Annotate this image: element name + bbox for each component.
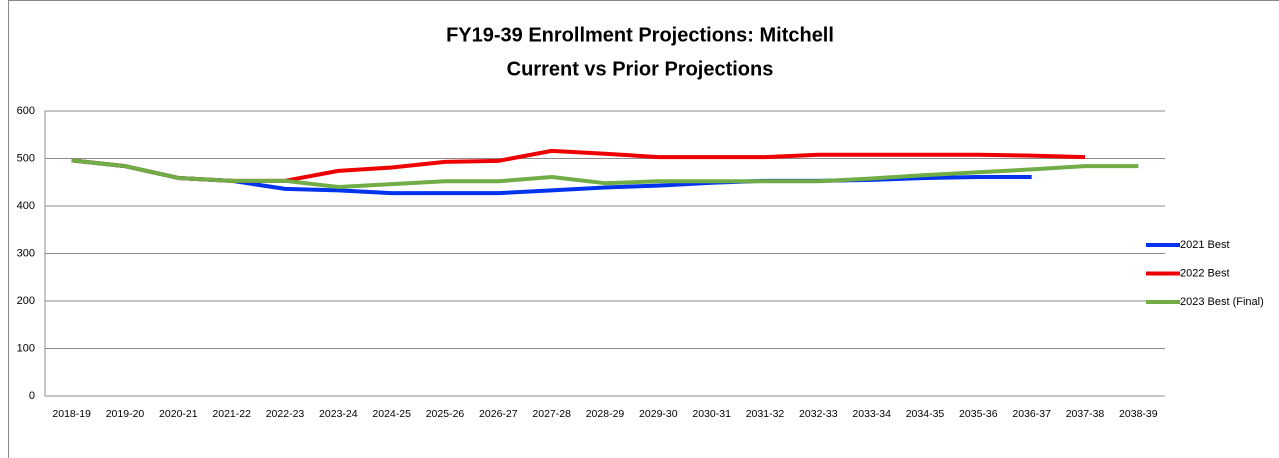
x-tick-label: 2038-39 — [1119, 408, 1158, 420]
legend-label: 2021 Best — [1180, 239, 1230, 251]
x-tick-label: 2037-38 — [1066, 408, 1105, 420]
y-tick-label: 0 — [29, 390, 35, 402]
x-tick-label: 2032-33 — [799, 408, 838, 420]
legend-label: 2022 Best — [1180, 267, 1230, 279]
y-tick-label: 100 — [17, 342, 35, 354]
y-tick-label: 500 — [17, 152, 35, 164]
y-tick-label: 300 — [17, 247, 35, 259]
x-tick-label: 2024-25 — [372, 408, 411, 420]
x-tick-label: 2031-32 — [746, 408, 785, 420]
x-tick-label: 2025-26 — [426, 408, 465, 420]
y-tick-label: 600 — [17, 105, 35, 117]
chart-title: FY19-39 Enrollment Projections: Mitchell — [446, 24, 834, 46]
x-tick-label: 2018-19 — [52, 408, 91, 420]
x-tick-label: 2019-20 — [106, 408, 145, 420]
y-tick-label: 200 — [17, 295, 35, 307]
chart-border — [8, 0, 1279, 458]
x-tick-label: 2021-22 — [212, 408, 251, 420]
y-tick-label: 400 — [17, 200, 35, 212]
x-tick-label: 2030-31 — [692, 408, 731, 420]
x-tick-label: 2027-28 — [532, 408, 571, 420]
x-tick-label: 2036-37 — [1012, 408, 1051, 420]
x-tick-label: 2026-27 — [479, 408, 518, 420]
x-tick-label: 2020-21 — [159, 408, 198, 420]
x-tick-label: 2034-35 — [906, 408, 945, 420]
x-tick-label: 2035-36 — [959, 408, 998, 420]
chart-subtitle: Current vs Prior Projections — [507, 58, 774, 80]
x-tick-label: 2022-23 — [266, 408, 305, 420]
x-tick-label: 2028-29 — [586, 408, 625, 420]
legend-label: 2023 Best (Final) — [1180, 296, 1264, 308]
x-tick-label: 2033-34 — [852, 408, 891, 420]
x-tick-label: 2023-24 — [319, 408, 358, 420]
series-line — [71, 158, 1139, 189]
x-tick-label: 2029-30 — [639, 408, 678, 420]
